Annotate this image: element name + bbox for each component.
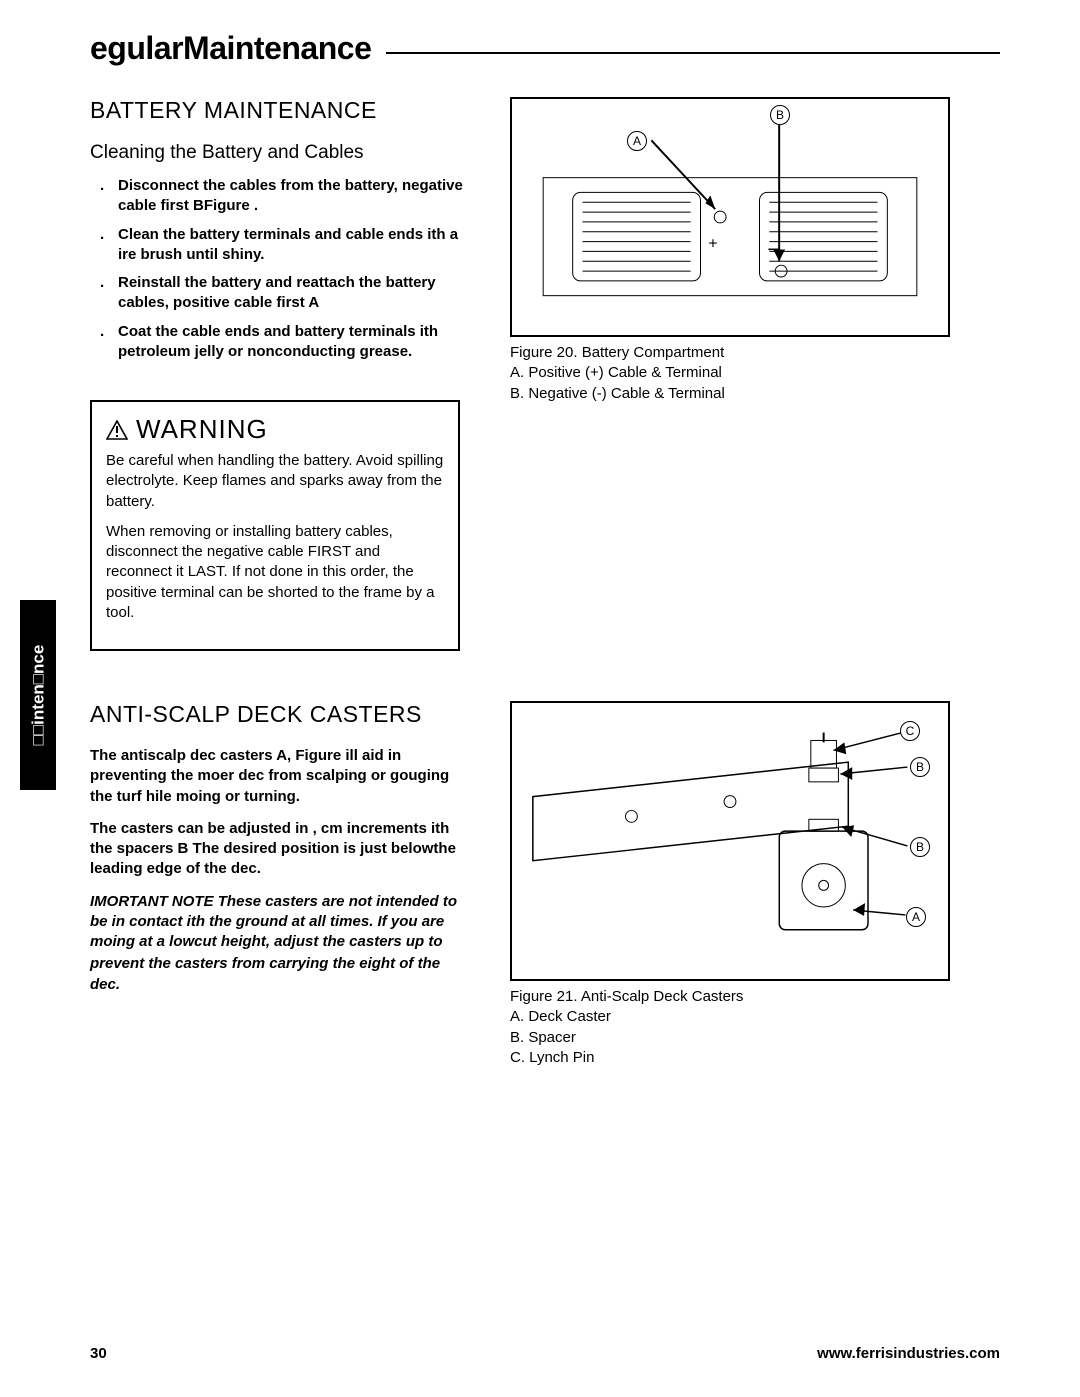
battery-subsection-title: Cleaning the Battery and Cables — [90, 142, 470, 164]
svg-text:+: + — [708, 235, 717, 252]
battery-section-row: BATTERY MAINTENANCE Cleaning the Battery… — [90, 97, 1000, 651]
battery-section-title: BATTERY MAINTENANCE — [90, 97, 470, 124]
antiscalp-paragraph: The antiscalp dec casters A, Figure ill … — [90, 746, 470, 807]
warning-body: Be careful when handling the battery. Av… — [106, 451, 444, 623]
side-tab-label: □□inten□nce — [28, 645, 48, 746]
figure21-column: C B B A Figure 21. Anti-Scalp Deck Caste… — [510, 701, 1000, 1068]
battery-step: Clean the battery terminals and cable en… — [106, 225, 470, 266]
antiscalp-section-title: ANTI-SCALP DECK CASTERS — [90, 701, 470, 728]
page-number: 30 — [90, 1345, 107, 1362]
figure-caption-line: B. Negative (-) Cable & Terminal — [510, 384, 1000, 404]
warning-heading: WARNING — [136, 414, 268, 445]
warning-paragraph: When removing or installing battery cabl… — [106, 522, 444, 623]
caster-diagram — [512, 703, 948, 979]
battery-text-column: BATTERY MAINTENANCE Cleaning the Battery… — [90, 97, 470, 651]
figure21-callout-a: A — [906, 907, 926, 927]
figure20-column: + − A B Figure 20. Battery Compartment A… — [510, 97, 1000, 651]
page-footer: 30 www.ferrisindustries.com — [90, 1345, 1000, 1362]
document-page: egularMaintenance BATTERY MAINTENANCE Cl… — [0, 0, 1080, 1397]
antiscalp-important-note: prevent the casters from carrying the ei… — [90, 954, 470, 995]
header-rule — [386, 52, 1000, 54]
figure21-callout-b: B — [910, 757, 930, 777]
figure-caption-line: Figure 21. Anti-Scalp Deck Casters — [510, 987, 1000, 1007]
side-tab: □□inten□nce — [20, 600, 56, 790]
page-header: egularMaintenance — [90, 30, 1000, 67]
figure-caption-line: B. Spacer — [510, 1028, 1000, 1048]
battery-step: Reinstall the battery and reattach the b… — [106, 273, 470, 314]
footer-url: www.ferrisindustries.com — [817, 1345, 1000, 1362]
figure-caption-line: C. Lynch Pin — [510, 1048, 1000, 1068]
battery-step: Coat the cable ends and battery terminal… — [106, 322, 470, 363]
figure20-callout-a: A — [627, 131, 647, 151]
antiscalp-paragraph: The casters can be adjusted in , cm incr… — [90, 819, 470, 880]
figure21-caption: Figure 21. Anti-Scalp Deck Casters A. De… — [510, 987, 1000, 1068]
battery-step: Disconnect the cables from the battery, … — [106, 176, 470, 217]
figure-caption-line: Figure 20. Battery Compartment — [510, 343, 1000, 363]
figure21-callout-c: C — [900, 721, 920, 741]
warning-triangle-icon — [106, 420, 128, 440]
figure21-box: C B B A — [510, 701, 950, 981]
warning-box: WARNING Be careful when handling the bat… — [90, 400, 460, 651]
figure20-caption: Figure 20. Battery Compartment A. Positi… — [510, 343, 1000, 404]
warning-header: WARNING — [106, 414, 444, 445]
battery-diagram: + − — [512, 99, 948, 335]
antiscalp-text-column: ANTI-SCALP DECK CASTERS The antiscalp de… — [90, 701, 470, 1068]
figure-caption-line: A. Positive (+) Cable & Terminal — [510, 363, 1000, 383]
figure20-callout-b: B — [770, 105, 790, 125]
page-title: egularMaintenance — [90, 30, 371, 67]
battery-steps-list: Disconnect the cables from the battery, … — [90, 176, 470, 362]
antiscalp-important-note: IMORTANT NOTE These casters are not inte… — [90, 892, 470, 953]
figure20-box: + − A B — [510, 97, 950, 337]
figure21-callout-b2: B — [910, 837, 930, 857]
figure-caption-line: A. Deck Caster — [510, 1007, 1000, 1027]
warning-paragraph: Be careful when handling the battery. Av… — [106, 451, 444, 512]
antiscalp-section-row: ANTI-SCALP DECK CASTERS The antiscalp de… — [90, 701, 1000, 1068]
